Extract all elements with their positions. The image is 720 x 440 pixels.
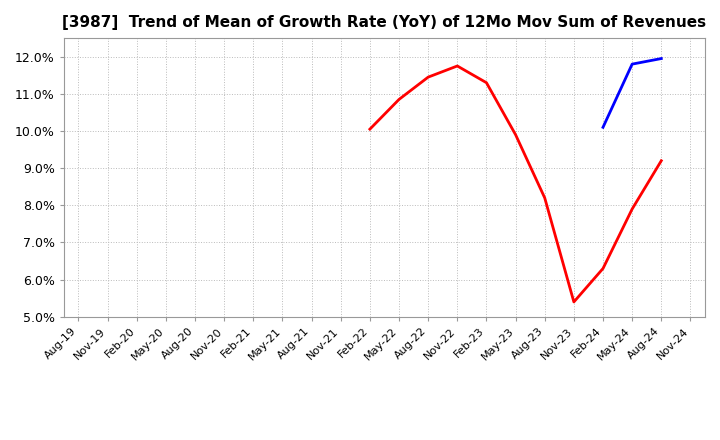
Title: [3987]  Trend of Mean of Growth Rate (YoY) of 12Mo Mov Sum of Revenues: [3987] Trend of Mean of Growth Rate (YoY…: [63, 15, 706, 30]
